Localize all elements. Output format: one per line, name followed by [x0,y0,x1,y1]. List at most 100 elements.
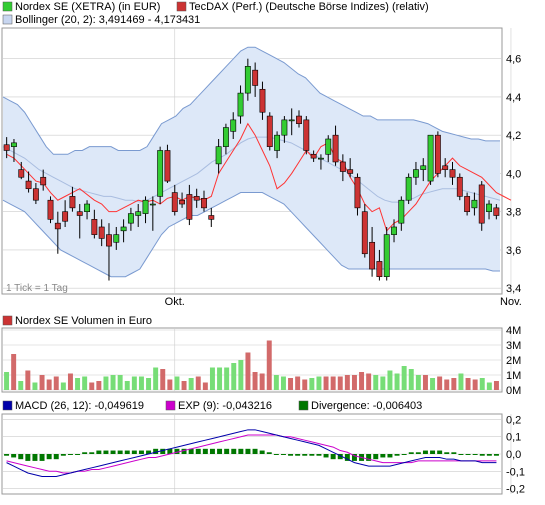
candle-body [361,211,368,255]
divergence-bar [131,450,137,454]
divergence-bar [103,450,109,454]
divergence-bar [479,454,485,456]
divergence-bar [18,454,24,460]
candle [376,249,383,281]
divergence-bar [217,448,223,454]
volume-bar [224,367,230,390]
divergence-bar [67,454,73,455]
candle-body [449,169,456,178]
candle [310,150,317,162]
candle-body [3,144,10,151]
candle-body [113,234,120,243]
volume-bar [209,367,215,390]
divergence-bar [401,454,407,455]
divergence-bar [273,454,279,455]
volume-bar [32,382,38,390]
candle-body [106,234,112,247]
divergence-bar [437,450,443,454]
bollinger-band [3,47,500,277]
candle [113,226,120,250]
volume-bar [380,376,386,390]
candle [54,211,61,254]
candle [259,81,266,120]
candle [405,173,412,205]
candle-body [135,211,142,216]
volume-bar [131,376,137,390]
divergence-bar [302,454,308,456]
legend-swatch-macd [2,400,13,411]
candle-body [237,92,244,117]
candle [171,184,178,216]
bollinger-lower-line [2,192,500,278]
candle-body [84,203,90,212]
candle-body [442,165,449,170]
divergence-bar [337,454,343,460]
divergence-bar [181,448,187,454]
candle [318,154,324,170]
volume-bar [138,376,144,390]
price-y-ticks: 3,4 3,6 3,8 4,0 4,2 4,4 4,6 [506,54,521,295]
volume-bar [493,381,499,390]
candle [244,58,251,101]
tick-note: 1 Tick = 1 Tag [6,283,68,294]
volume-bar [486,382,492,390]
candle [215,139,222,174]
legend-label-exp: EXP (9): -0,043216 [178,400,272,412]
candle-body [354,176,361,209]
volume-bar [344,375,350,390]
divergence-bar [4,454,10,456]
candle-body [325,138,332,155]
candle-body [383,234,390,278]
volume-bar [117,375,123,390]
candle [486,200,492,220]
candle-body [32,188,39,201]
candle [32,182,39,205]
candle-body [339,161,346,172]
candle-body [332,134,339,163]
divergence-bar [451,452,457,454]
divergence-bar [231,448,237,454]
candle [442,158,449,178]
candle [383,226,390,281]
divergence-bar [209,448,215,454]
volume-bar [323,376,329,390]
divergence-bar [309,454,315,456]
divergence-bar [387,454,393,458]
candle [40,169,47,191]
candle-body [369,241,376,270]
candle-body [288,119,295,122]
volume-bar [217,367,223,390]
legend-main: Nordex SE (XETRA) (in EUR) TecDAX (Perf.… [2,1,429,26]
volume-bar [18,381,24,390]
bollinger-upper-line [2,46,500,155]
volume-y-tick-label: 4M [506,325,521,337]
candle-body [193,196,200,201]
candle [25,171,32,193]
volume-bar [401,366,407,390]
divergence-bar [380,454,386,458]
volume-bar [422,375,428,390]
price-y-tick-label: 4,4 [506,92,521,104]
candle-body [486,203,492,212]
macd-line [6,429,497,477]
candle [230,112,237,140]
volume-bar [387,370,393,390]
candle-body [54,222,61,230]
divergence-bar [11,454,17,458]
candle-body [471,199,478,209]
candle-body [91,219,98,235]
candle-body [318,157,324,160]
volume-bar [60,382,66,390]
candle [47,196,54,224]
divergence-bar [25,454,31,461]
volume-y-tick-label: 3M [506,340,521,352]
divergence-bar [46,454,52,460]
divergence-bar [351,454,357,461]
volume-y-tick-label: 0M [506,385,521,397]
candle [208,207,215,227]
divergence-bar [344,454,350,461]
candle-body [230,119,237,132]
price-y-tick-label: 3,6 [506,245,521,257]
divergence-bar [415,452,421,454]
volume-bar [188,378,194,390]
